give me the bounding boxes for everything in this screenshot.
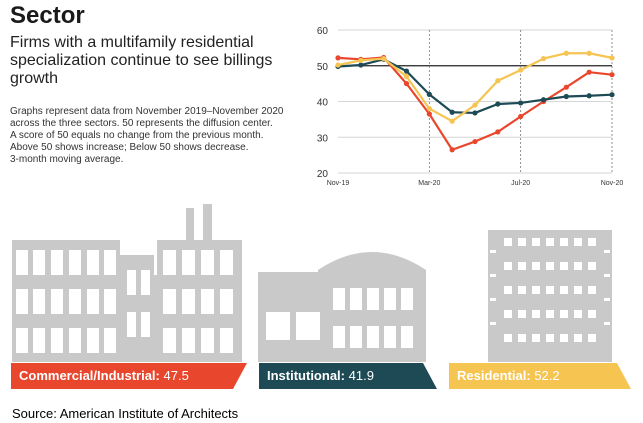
sector-value: 47.5 xyxy=(163,368,189,383)
data-point xyxy=(586,93,592,99)
data-point xyxy=(472,138,478,145)
data-point xyxy=(518,113,524,120)
institutional-banner: Institutional: 41.9 xyxy=(259,363,437,389)
y-tick-label: 50 xyxy=(317,62,329,73)
building-illustrations xyxy=(12,204,612,362)
data-point xyxy=(358,62,364,68)
data-point xyxy=(495,129,501,135)
data-point xyxy=(540,97,547,103)
data-point xyxy=(609,72,615,78)
data-point xyxy=(358,57,364,63)
source-note: Source: American Institute of Architects xyxy=(12,406,239,421)
sector-label: Residential: xyxy=(457,368,531,383)
x-tick-label: Mar-20 xyxy=(418,180,440,187)
data-point xyxy=(449,118,455,124)
x-tick-label: Nov-20 xyxy=(601,180,624,187)
note-line: A score of 50 equals no change from the … xyxy=(10,130,264,141)
data-point xyxy=(449,147,455,153)
data-point xyxy=(449,109,455,115)
residential-banner: Residential: 52.2 xyxy=(449,363,631,389)
sector-value: 52.2 xyxy=(534,368,560,383)
data-point xyxy=(540,56,547,62)
data-point xyxy=(403,73,410,80)
data-point xyxy=(472,110,478,116)
chart-notes: Graphs represent data from November 2019… xyxy=(10,106,300,166)
data-point xyxy=(563,84,569,90)
abi-line-chart: 20 30 40 50 60 Nov-19 Mar-20 Jul-20 Nov-20 xyxy=(317,26,624,187)
data-point xyxy=(495,78,501,84)
y-tick-label: 60 xyxy=(317,26,329,37)
sector-label: Institutional: xyxy=(267,368,345,383)
data-point xyxy=(563,93,569,100)
x-tick-label: Jul-20 xyxy=(511,180,530,187)
x-tick-label: Nov-19 xyxy=(327,180,350,187)
data-point xyxy=(381,56,387,62)
data-point xyxy=(609,92,615,98)
note-line: Above 50 shows increase; Below 50 shows … xyxy=(10,142,249,153)
data-point xyxy=(586,69,592,75)
data-point xyxy=(426,106,432,112)
data-point xyxy=(495,101,501,107)
institutional-building-icon xyxy=(258,252,426,362)
y-tick-label: 30 xyxy=(317,133,329,144)
y-tick-label: 20 xyxy=(317,169,329,180)
page-subtitle: Firms with a multifamily residential spe… xyxy=(10,34,273,87)
sector-value: 41.9 xyxy=(348,368,374,383)
data-point xyxy=(609,55,615,61)
data-point xyxy=(403,68,410,74)
data-point xyxy=(426,111,432,117)
data-point xyxy=(335,62,341,68)
residential-building-icon xyxy=(488,230,612,362)
data-point xyxy=(563,50,569,56)
data-point xyxy=(518,100,524,106)
commercial-building-icon xyxy=(12,204,242,362)
sector-label: Commercial/Industrial: xyxy=(19,368,160,383)
data-point xyxy=(426,91,432,97)
note-line: across the three sectors. 50 represents … xyxy=(10,118,273,129)
note-line: 3-month moving average. xyxy=(10,154,124,165)
data-point xyxy=(518,67,524,73)
data-point xyxy=(403,81,410,87)
data-point xyxy=(586,50,592,56)
y-tick-label: 40 xyxy=(317,98,329,109)
data-point xyxy=(472,102,478,108)
page-title: Sector xyxy=(10,2,85,29)
data-point xyxy=(335,55,341,61)
commercial-industrial-banner: Commercial/Industrial: 47.5 xyxy=(11,363,247,389)
note-line: Graphs represent data from November 2019… xyxy=(10,106,284,117)
